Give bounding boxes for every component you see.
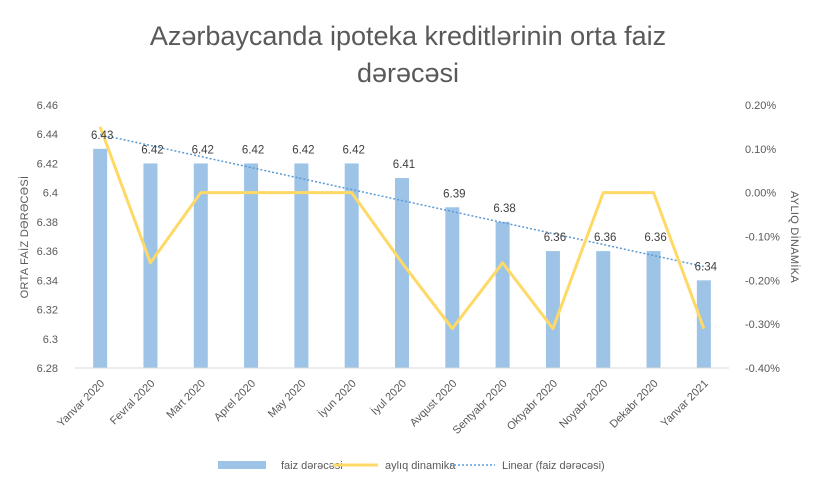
y-tick-7: 6.42 (37, 158, 58, 170)
x-tick-9: Oktyabr 2020 (505, 378, 560, 433)
bar-5 (344, 163, 359, 368)
line-point-4 (300, 192, 302, 194)
line-point-6 (401, 262, 403, 264)
bar-7 (445, 207, 460, 368)
y2-tick-1: -0.30% (745, 319, 780, 331)
line-layer (98, 126, 706, 331)
line-point-8 (502, 262, 504, 264)
y2-tick-5: 0.10% (745, 144, 776, 156)
line-point-7 (451, 328, 453, 330)
bar-value-label-3: 6.42 (242, 144, 264, 156)
y2-tick-0: -0.40% (745, 363, 780, 375)
bar-0 (93, 148, 108, 368)
y-tick-1: 6.3 (43, 334, 58, 346)
chart-title-line-1: Azərbaycanda ipoteka kreditlərinin orta … (150, 21, 666, 51)
y-tick-9: 6.46 (37, 100, 58, 112)
legend-label-line: aylıq dinamika (385, 460, 456, 472)
right-axis-ticks: -0.40% -0.30% -0.20% -0.10% 0.00% 0.10% 0.20% (745, 100, 780, 375)
y-tick-0: 6.28 (37, 363, 58, 375)
x-tick-6: İyul 2020 (368, 377, 409, 418)
y2-tick-2: -0.20% (745, 275, 780, 287)
x-tick-4: May 2020 (266, 378, 309, 421)
left-axis-ticks: 6.28 6.3 6.32 6.34 6.36 6.38 6.4 6.42 6.44 6.46 (37, 100, 58, 375)
x-tick-7: Avqust 2020 (408, 378, 460, 430)
bar-value-label-8: 6.38 (493, 203, 515, 215)
bar-8 (495, 221, 510, 368)
line-point-9 (552, 328, 554, 330)
data-labels-layer: 6.43 6.42 6.42 6.42 6.42 6.42 6.41 6.39 6.38 6.36… (91, 130, 718, 274)
line-point-10 (602, 192, 604, 194)
chart-title-line-2: dərəcəsi (357, 58, 459, 88)
legend-label-trendline: Linear (faiz dərəcəsi) (502, 460, 605, 472)
legend-swatch-bars (218, 461, 266, 469)
bars-layer (93, 148, 711, 368)
bar-value-label-10: 6.36 (594, 232, 616, 244)
y-tick-5: 6.38 (37, 217, 58, 229)
y-tick-3: 6.34 (37, 275, 58, 287)
x-tick-10: Noyabr 2020 (557, 378, 610, 431)
bar-1 (143, 163, 158, 368)
x-tick-8: Sentyabr 2020 (451, 378, 510, 437)
bar-3 (244, 163, 259, 368)
y2-tick-3: -0.10% (745, 232, 780, 244)
line-point-12 (703, 328, 705, 330)
x-tick-0: Yanvar 2020 (55, 378, 107, 430)
line-point-2 (200, 192, 202, 194)
bar-10 (596, 251, 611, 368)
x-tick-11: Dekabr 2020 (608, 378, 661, 431)
bar-value-label-5: 6.42 (342, 144, 364, 156)
bar-value-label-2: 6.42 (192, 144, 214, 156)
x-tick-2: Mart 2020 (164, 378, 208, 422)
bar-value-label-12: 6.34 (695, 261, 718, 273)
bar-12 (696, 280, 711, 368)
legend: faiz dərəcəsi aylıq dinamika Linear (fai… (218, 460, 605, 472)
y-tick-4: 6.36 (37, 246, 58, 258)
y2-axis-label: AYLIQ DİNAMİKA (788, 191, 801, 283)
bar-value-label-4: 6.42 (292, 144, 314, 156)
y2-tick-6: 0.20% (745, 100, 776, 112)
line-point-0 (99, 126, 101, 128)
x-tick-12: Yanvar 2021 (659, 378, 711, 430)
bar-value-label-1: 6.42 (141, 144, 163, 156)
bar-value-label-7: 6.39 (443, 188, 465, 200)
line-point-1 (149, 262, 151, 264)
y-tick-6: 6.4 (43, 188, 58, 200)
bar-value-label-9: 6.36 (544, 232, 566, 244)
x-tick-1: Fevral 2020 (108, 378, 158, 428)
bar-6 (395, 178, 409, 368)
bar-value-label-6: 6.41 (393, 159, 415, 171)
bar-9 (545, 251, 560, 368)
bar-2 (193, 163, 208, 368)
line-point-11 (653, 192, 655, 194)
bar-11 (646, 251, 661, 368)
trendline-layer (99, 133, 705, 268)
bar-value-label-11: 6.36 (644, 232, 666, 244)
x-axis-ticks: Yanvar 2020 Fevral 2020 Mart 2020 Aprel 202… (55, 377, 711, 437)
y-axis-label: ORTA FAİZ DƏRƏCƏSİ (18, 176, 31, 299)
line-point-3 (250, 192, 252, 194)
y-tick-2: 6.32 (37, 305, 58, 317)
trendline (99, 133, 705, 268)
x-tick-3: Aprel 2020 (212, 378, 258, 424)
bar-4 (294, 163, 309, 368)
bar-value-label-0: 6.43 (91, 130, 113, 142)
legend-label-bars: faiz dərəcəsi (281, 460, 343, 472)
y2-tick-4: 0.00% (745, 188, 776, 200)
line-point-5 (351, 192, 353, 194)
x-tick-5: İyun 2020 (315, 377, 358, 420)
y-tick-8: 6.44 (37, 129, 58, 141)
